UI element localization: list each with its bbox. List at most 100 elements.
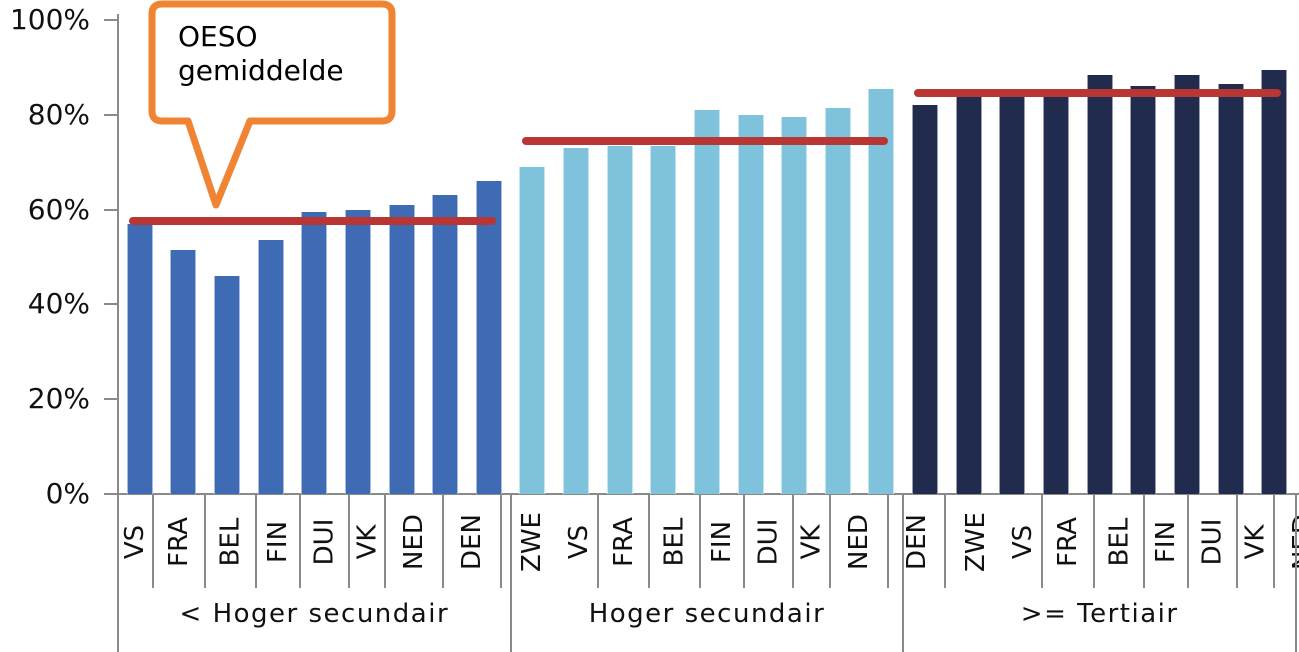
bar-g1-zwe bbox=[475, 181, 502, 494]
bar-slot bbox=[729, 20, 773, 494]
group-separator bbox=[117, 495, 119, 652]
y-tick-mark bbox=[104, 398, 118, 401]
bar-slot bbox=[511, 20, 555, 494]
bar-g1-dui bbox=[301, 211, 328, 494]
y-tick-mark bbox=[104, 303, 118, 306]
oecd-average-line bbox=[521, 136, 889, 145]
bar-slot bbox=[1165, 20, 1209, 494]
bar-slot bbox=[685, 20, 729, 494]
bar-slot bbox=[642, 20, 686, 494]
category-label-fin: FIN bbox=[1151, 520, 1182, 563]
oecd-average-callout: OESO gemiddelde bbox=[178, 20, 344, 88]
category-cell: NED bbox=[831, 495, 889, 588]
speech-bubble-icon bbox=[148, 0, 396, 209]
group-separator bbox=[902, 495, 905, 652]
bar-slot bbox=[772, 20, 816, 494]
group-separator bbox=[509, 495, 512, 652]
y-tick-label: 80% bbox=[27, 97, 90, 131]
category-cell: VK bbox=[794, 495, 831, 588]
bar-g3-dui bbox=[1086, 74, 1113, 494]
bar-g3-vk bbox=[1130, 86, 1157, 494]
category-label-fra: FRA bbox=[1052, 516, 1083, 567]
bar-slot bbox=[816, 20, 860, 494]
category-cell: VK bbox=[1238, 495, 1275, 588]
bar-g2-den bbox=[824, 107, 851, 494]
category-label-dui: DUI bbox=[753, 518, 784, 565]
oecd-average-line bbox=[914, 89, 1282, 98]
category-cell: VK bbox=[350, 495, 387, 588]
bar-slot bbox=[860, 20, 904, 494]
bar-g1-den bbox=[432, 195, 459, 494]
category-cell: FRA bbox=[154, 495, 207, 588]
bar-g2-dui bbox=[693, 110, 720, 494]
bar-g1-ned bbox=[388, 204, 415, 494]
bar-group-3 bbox=[903, 20, 1296, 494]
category-cell: DEN bbox=[444, 495, 503, 588]
category-group-1: VS FRA BEL FIN DUI VK NED DEN ZWE bbox=[118, 495, 562, 588]
bar-slot bbox=[336, 20, 380, 494]
category-cell: FIN bbox=[701, 495, 746, 588]
bar-g3-fin bbox=[1043, 95, 1070, 494]
group-label-3: >= Tertiair bbox=[1020, 599, 1179, 629]
category-label-vk: VK bbox=[1240, 524, 1271, 559]
bar-group-1 bbox=[118, 20, 511, 494]
bar-slot bbox=[947, 20, 991, 494]
bar-g1-vs bbox=[126, 223, 153, 494]
bar-g3-ned bbox=[1173, 74, 1200, 494]
category-label-bel: BEL bbox=[215, 517, 246, 566]
category-cell: BEL bbox=[206, 495, 257, 588]
bar-slot bbox=[1252, 20, 1296, 494]
x-axis-area: VS FRA BEL FIN DUI VK NED DEN ZWE VS FRA BEL FIN DUI V… bbox=[117, 495, 1299, 652]
category-label-den: DEN bbox=[901, 513, 932, 570]
category-cell: BEL bbox=[1095, 495, 1146, 588]
group-separator bbox=[1295, 495, 1297, 652]
x-axis-line bbox=[105, 493, 1299, 495]
bar-slot bbox=[380, 20, 424, 494]
bar-slot bbox=[118, 20, 162, 494]
category-label-dui: DUI bbox=[309, 518, 340, 565]
category-cell: NED bbox=[386, 495, 445, 588]
group-label-1: < Hoger secundair bbox=[179, 599, 450, 629]
bar-g2-fra bbox=[563, 147, 590, 494]
bar-slot bbox=[554, 20, 598, 494]
y-tick-label: 40% bbox=[27, 287, 90, 321]
bar-slot bbox=[467, 20, 511, 494]
bar-g3-den bbox=[1217, 84, 1244, 494]
y-tick-mark bbox=[104, 113, 118, 116]
category-label-bel: BEL bbox=[659, 517, 690, 566]
category-label-zwe: ZWE bbox=[961, 511, 992, 572]
category-label-zwe: ZWE bbox=[517, 511, 548, 572]
category-cell: VS bbox=[118, 495, 155, 588]
plot-area bbox=[118, 20, 1296, 494]
category-label-den: DEN bbox=[457, 513, 488, 570]
category-cell: FRA bbox=[1043, 495, 1095, 588]
category-label-vs: VS bbox=[564, 524, 595, 559]
category-cell: ZWE bbox=[946, 495, 1006, 588]
category-label-vs: VS bbox=[120, 524, 151, 559]
category-label-vk: VK bbox=[352, 524, 383, 559]
bar-g1-fra bbox=[170, 249, 197, 494]
y-tick-label: 100% bbox=[9, 3, 90, 36]
category-cell: FRA bbox=[599, 495, 651, 588]
bar-slot bbox=[1078, 20, 1122, 494]
bar-slot bbox=[423, 20, 467, 494]
category-label-fra: FRA bbox=[608, 516, 639, 567]
bar-g3-fra bbox=[955, 88, 982, 494]
category-group-2: VS FRA BEL FIN DUI VK NED DEN ZWE bbox=[562, 495, 1006, 588]
category-label-ned: NED bbox=[399, 513, 430, 570]
bar-g1-bel bbox=[214, 275, 241, 494]
category-label-vk: VK bbox=[796, 524, 827, 559]
category-cell: DUI bbox=[1189, 495, 1239, 588]
y-tick-mark bbox=[104, 208, 118, 211]
bar-group-2 bbox=[511, 20, 904, 494]
bar-g2-fin bbox=[650, 145, 677, 494]
y-tick-label: 60% bbox=[27, 192, 90, 226]
category-cell: VS bbox=[562, 495, 599, 588]
bar-g2-ned bbox=[781, 117, 808, 494]
group-label-row: < Hoger secundair Hoger secundair >= Terti… bbox=[118, 588, 1296, 652]
bar-slot bbox=[1121, 20, 1165, 494]
category-label-fin: FIN bbox=[707, 520, 738, 563]
bar-g3-bel bbox=[999, 88, 1026, 494]
bar-slot bbox=[903, 20, 947, 494]
